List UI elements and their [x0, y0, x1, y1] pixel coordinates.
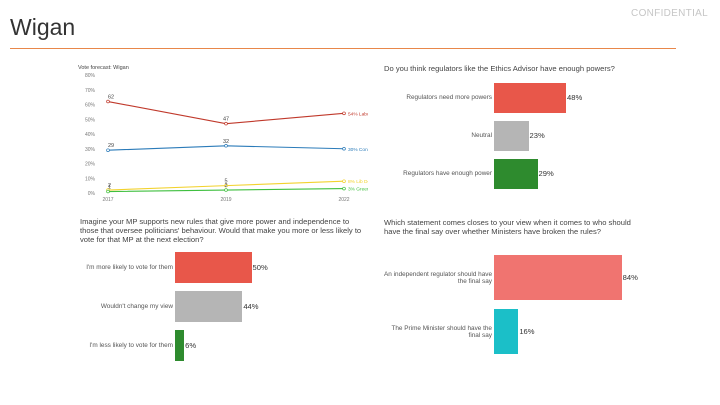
- chart-title: Vote forecast: Wigan: [78, 65, 129, 71]
- data-point: [224, 183, 228, 188]
- bar-category-label: I'm more likely to vote for them: [86, 263, 173, 271]
- bar-category-label: An independent regulator should have the…: [384, 270, 493, 286]
- data-label: 29: [108, 143, 114, 149]
- bar-value-label: 84%: [622, 272, 638, 282]
- y-tick-label: 70%: [85, 88, 96, 94]
- bar-category-label: Regulators have enough power: [403, 170, 492, 177]
- vote-forecast-chart: Vote forecast: Wigan 0% 10% 20% 30% 40% 50% 60%…: [78, 62, 387, 204]
- data-label: 2: [224, 183, 227, 189]
- x-tick-label: 2017: [102, 197, 113, 203]
- bar-category-label: Neutral: [471, 132, 492, 139]
- bar-value-label: 50%: [252, 262, 268, 272]
- series-end-label: 3% Green: [348, 187, 368, 193]
- data-point: [342, 146, 346, 151]
- bar: [494, 309, 519, 354]
- title-divider: [10, 48, 676, 49]
- bar: [175, 291, 243, 322]
- bar: [175, 252, 252, 283]
- y-tick-label: 0%: [88, 191, 96, 197]
- bar-category-label: I'm less likely to vote for them: [89, 341, 173, 349]
- y-tick-label: 10%: [85, 176, 96, 182]
- data-point: [342, 186, 346, 191]
- data-point: [224, 188, 228, 192]
- data-point: [224, 144, 228, 148]
- bar-category-label: Regulators need more powers: [406, 94, 492, 101]
- bar: [175, 330, 185, 361]
- bar-value-label: 23%: [529, 131, 545, 140]
- x-tick-label: 2019: [220, 197, 231, 203]
- bar: [494, 83, 566, 113]
- data-label: 47: [223, 117, 229, 123]
- data-point: [342, 179, 346, 183]
- bar-value-label: 29%: [538, 169, 554, 178]
- y-tick-label: 60%: [85, 103, 96, 109]
- regulators-powers-chart: Regulators need more powers 48% Neutral 23%…: [384, 80, 684, 190]
- bar: [494, 121, 529, 151]
- data-point: [106, 189, 110, 194]
- data-label: 62: [108, 95, 114, 101]
- bar: [494, 159, 538, 189]
- chart-question: Do you think regulators like the Ethics …: [384, 64, 615, 73]
- page-title: Wigan: [10, 14, 76, 40]
- data-point: [224, 121, 228, 126]
- chart-question: Imagine your MP supports new rules that …: [80, 217, 362, 244]
- series-end-label: 30% Conservative: [348, 147, 368, 153]
- final-say-chart: An independent regulator should have the…: [384, 252, 684, 362]
- series-end-label: 54% Labour: [348, 111, 368, 117]
- chart-question: Which statement comes closes to your vie…: [384, 218, 631, 236]
- bar-value-label: 6%: [185, 340, 197, 350]
- data-label: 2: [108, 183, 111, 189]
- bar-category-label: Wouldn't change my view: [100, 302, 173, 310]
- bar-value-label: 48%: [567, 93, 583, 102]
- y-tick-label: 40%: [85, 132, 96, 138]
- bar-value-label: 44%: [243, 301, 259, 311]
- bar-value-label: 16%: [519, 326, 535, 336]
- data-label: 32: [223, 139, 229, 145]
- line-chart-svg: Vote forecast: Wigan 0% 10% 20% 30% 40% 50% 60%…: [78, 65, 387, 203]
- mp-support-chart: I'm more likely to vote for them 50% Would…: [80, 248, 370, 363]
- y-tick-label: 20%: [85, 162, 96, 168]
- bar: [494, 255, 622, 300]
- data-point: [106, 99, 110, 104]
- data-label: 5: [224, 179, 227, 185]
- x-tick-label: 2022: [338, 197, 349, 203]
- series-end-label: 8% Lib Dem: [348, 179, 368, 185]
- y-tick-label: 80%: [85, 73, 96, 79]
- y-tick-label: 50%: [85, 117, 96, 123]
- data-point: [106, 148, 110, 152]
- bar-category-label: The Prime Minister should have the final…: [391, 324, 492, 340]
- data-label: 1: [108, 185, 111, 191]
- data-point: [342, 111, 346, 116]
- confidential-watermark: CONFIDENTIAL: [631, 8, 708, 19]
- y-tick-label: 30%: [85, 147, 96, 153]
